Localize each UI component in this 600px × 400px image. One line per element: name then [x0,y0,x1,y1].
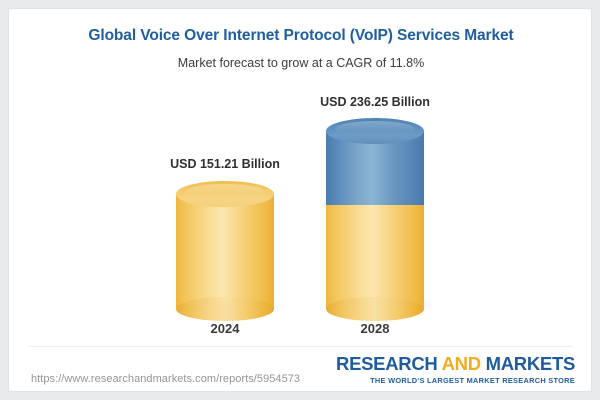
cylinder-segment-base-2028 [326,205,424,309]
category-label-2028: 2028 [360,321,390,336]
logo-word-and: AND [441,353,481,374]
category-label-2024: 2024 [210,321,240,336]
value-label-2024: USD 151.21 Billion [170,157,280,171]
footer-divider [29,346,573,347]
chart-plot-area: USD 151.21 Billion 2024 USD 236.25 Billi… [9,9,591,347]
logo-word-markets: MARKETS [485,353,576,374]
chart-subtitle: Market forecast to grow at a CAGR of 11.… [177,55,425,70]
footer: https://www.researchandmarkets.com/repor… [9,347,591,391]
chart-header: Global Voice Over Internet Protocol (VoI… [9,9,591,71]
cylinder-cap-2028 [326,118,424,144]
cylinder-base-2028 [326,297,424,321]
report-url-link[interactable]: https://www.researchandmarkets.com/repor… [31,373,301,385]
cylinder-base-2024 [176,297,274,321]
cylinder-segment-base-2024 [176,194,274,309]
logo-wordmark: RESEARCH AND MARKETS [336,353,576,374]
chart-card: Global Voice Over Internet Protocol (VoI… [8,8,592,392]
page-title: Global Voice Over Internet Protocol (VoI… [88,27,514,44]
research-and-markets-logo[interactable]: RESEARCH AND MARKETS THE WORLD'S LARGEST… [336,353,576,385]
value-label-2028: USD 236.25 Billion [320,95,430,109]
cylinder-cap-2024 [176,181,274,207]
logo-tagline: THE WORLD'S LARGEST MARKET RESEARCH STOR… [370,375,575,385]
logo-word-research: RESEARCH [336,353,438,374]
bar-group-2024: USD 151.21 Billion 2024 [145,9,305,347]
bar-group-2028: USD 236.25 Billion 2028 [295,9,455,347]
